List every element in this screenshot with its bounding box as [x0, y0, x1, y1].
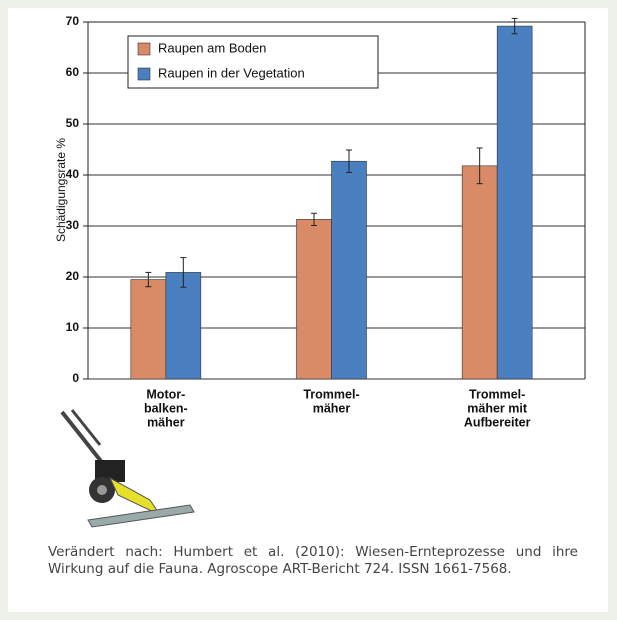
x-tick-label: mäher mit — [467, 401, 528, 415]
chart: Schädigungsrate % 010203040506070Motor-b… — [0, 0, 617, 540]
legend-label: Raupen am Boden — [158, 40, 266, 55]
legend-swatch — [138, 68, 150, 80]
bar — [497, 26, 532, 379]
x-tick-label: mäher — [313, 401, 351, 415]
y-tick-label: 10 — [66, 320, 80, 334]
legend-label: Raupen in der Vegetation — [158, 65, 305, 80]
bar — [462, 166, 497, 379]
bar — [332, 161, 367, 379]
x-tick-label: mäher — [147, 415, 185, 429]
x-tick-label: Trommel- — [303, 387, 359, 401]
page: Schädigungsrate % 010203040506070Motor-b… — [0, 0, 617, 620]
y-tick-label: 70 — [66, 14, 80, 28]
y-tick-label: 20 — [66, 269, 80, 283]
x-tick-label: Motor- — [146, 387, 185, 401]
x-tick-label: Trommel- — [469, 387, 525, 401]
y-tick-label: 0 — [72, 371, 79, 385]
y-tick-label: 60 — [66, 65, 80, 79]
bar — [131, 280, 166, 379]
x-tick-label: Aufbereiter — [464, 415, 531, 429]
bar — [297, 219, 332, 379]
bar — [166, 272, 201, 379]
x-tick-label: balken- — [144, 401, 188, 415]
caption: Verändert nach: Humbert et al. (2010): W… — [48, 544, 578, 578]
y-tick-label: 40 — [66, 167, 80, 181]
y-tick-label: 50 — [66, 116, 80, 130]
legend-swatch — [138, 43, 150, 55]
y-tick-label: 30 — [66, 218, 80, 232]
